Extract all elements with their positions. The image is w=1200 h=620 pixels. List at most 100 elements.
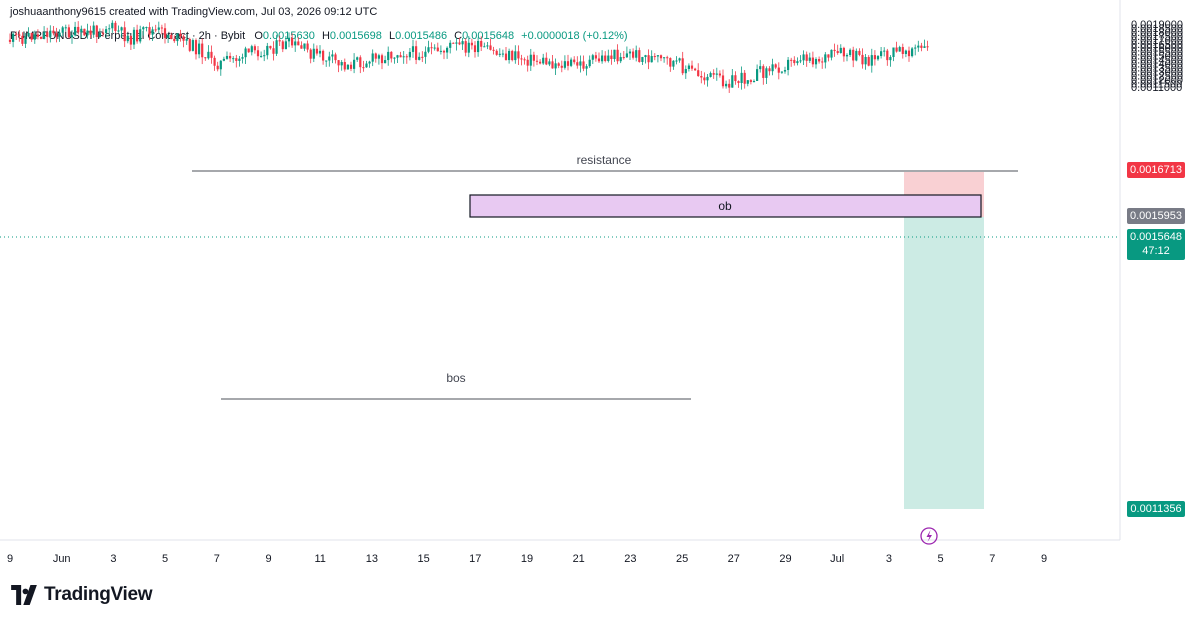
candle-body [204, 57, 207, 59]
time-tick-label: 27 [728, 553, 740, 565]
candle-body [855, 50, 858, 61]
candle-body [628, 51, 632, 54]
candle-body [272, 48, 275, 54]
candle-body [24, 36, 27, 44]
candle-body [904, 50, 907, 54]
candle-body [117, 30, 120, 32]
price-tick-label: 0.0012500 [1131, 70, 1183, 82]
time-tick-label: 5 [938, 553, 944, 565]
price-axis: 0.00110000.00115000.00120000.00125000.00… [1131, 19, 1183, 94]
time-tick-label: 3 [886, 553, 892, 565]
candle-body [89, 30, 92, 35]
price-tick-label: 0.0011000 [1131, 82, 1182, 94]
candle-body [421, 56, 424, 58]
candle-body [120, 27, 123, 31]
candle-body [684, 69, 687, 74]
candle-body [883, 50, 886, 52]
low-label: L [388, 30, 396, 42]
candle-body [917, 45, 920, 48]
order-block-box[interactable] [469, 194, 982, 218]
candle-body [821, 61, 824, 63]
high-value: 0.0015698 [329, 30, 382, 42]
change-value: +0.0000018 (+0.12%) [521, 30, 628, 42]
candle-body [824, 54, 827, 63]
candle-body [836, 51, 839, 53]
lightning-icon[interactable] [920, 527, 938, 545]
candle-body [219, 60, 222, 70]
stop-loss-zone[interactable] [904, 217, 984, 509]
candle-body [725, 83, 728, 87]
time-tick-label: 25 [676, 553, 688, 565]
candle-body [188, 39, 191, 51]
candle-body [340, 62, 343, 66]
time-tick-label: 9 [7, 553, 13, 565]
candle-body [114, 22, 117, 31]
candle-body [591, 55, 594, 60]
tradingview-brand[interactable]: TradingView [10, 584, 153, 606]
candle-body [356, 57, 359, 60]
candle-body [132, 29, 136, 45]
candle-body [86, 30, 89, 36]
candle-body [291, 37, 294, 46]
time-tick-label: 19 [521, 553, 533, 565]
candle-body [83, 28, 86, 36]
candle-body [907, 50, 911, 57]
candle-body [455, 42, 458, 44]
candle-body [396, 55, 399, 58]
candle-body [151, 29, 154, 35]
candle-body [92, 25, 95, 35]
stop-loss-price-tag: 0.0011356 [1127, 501, 1185, 517]
candle-body [712, 73, 715, 75]
price-tick-label: 0.0013000 [1131, 66, 1183, 78]
candle-body [780, 71, 783, 73]
candle-body [721, 75, 725, 87]
candle-body [557, 63, 560, 66]
candle-body [126, 35, 129, 42]
candle-body [167, 34, 170, 38]
candle-body [523, 59, 526, 61]
candle-body [371, 53, 374, 62]
candle-body [554, 63, 557, 69]
candle-body [867, 56, 870, 66]
candle-body [415, 46, 418, 60]
candle-body [473, 45, 477, 53]
candle-body [185, 39, 188, 41]
candle-body [911, 48, 914, 57]
time-tick-label: 11 [314, 553, 325, 565]
candle-body [191, 40, 194, 51]
candle-body [870, 55, 873, 66]
candle-body [690, 65, 694, 69]
candle-body [52, 30, 55, 34]
candle-body [64, 27, 67, 29]
candle-body [895, 47, 898, 52]
time-tick-label: 17 [469, 553, 481, 565]
candle-body [498, 53, 501, 55]
candle-body [706, 76, 709, 81]
candle-body [129, 35, 132, 45]
candle-body [805, 54, 808, 61]
candle-body [46, 32, 49, 37]
candle-body [458, 42, 461, 45]
candle-body [256, 50, 260, 57]
candle-body [229, 55, 232, 59]
price-tick-label: 0.0013500 [1131, 62, 1183, 74]
candle-body [287, 37, 291, 42]
price-tick-label: 0.0014000 [1131, 59, 1183, 71]
candle-body [380, 55, 384, 64]
candle-body [58, 32, 61, 37]
candle-body [95, 25, 98, 38]
candle-body [876, 56, 880, 60]
candle-body [145, 27, 148, 29]
time-tick-label: 9 [1041, 553, 1047, 565]
candle-body [582, 61, 585, 69]
candle-body [15, 33, 18, 35]
candle-body [604, 55, 607, 61]
candle-body [123, 27, 126, 42]
candle-body [548, 61, 551, 65]
candle-body [669, 58, 672, 67]
candle-body [873, 55, 876, 60]
candle-body [774, 64, 777, 68]
candle-body [632, 51, 635, 58]
candle-body [573, 59, 576, 63]
